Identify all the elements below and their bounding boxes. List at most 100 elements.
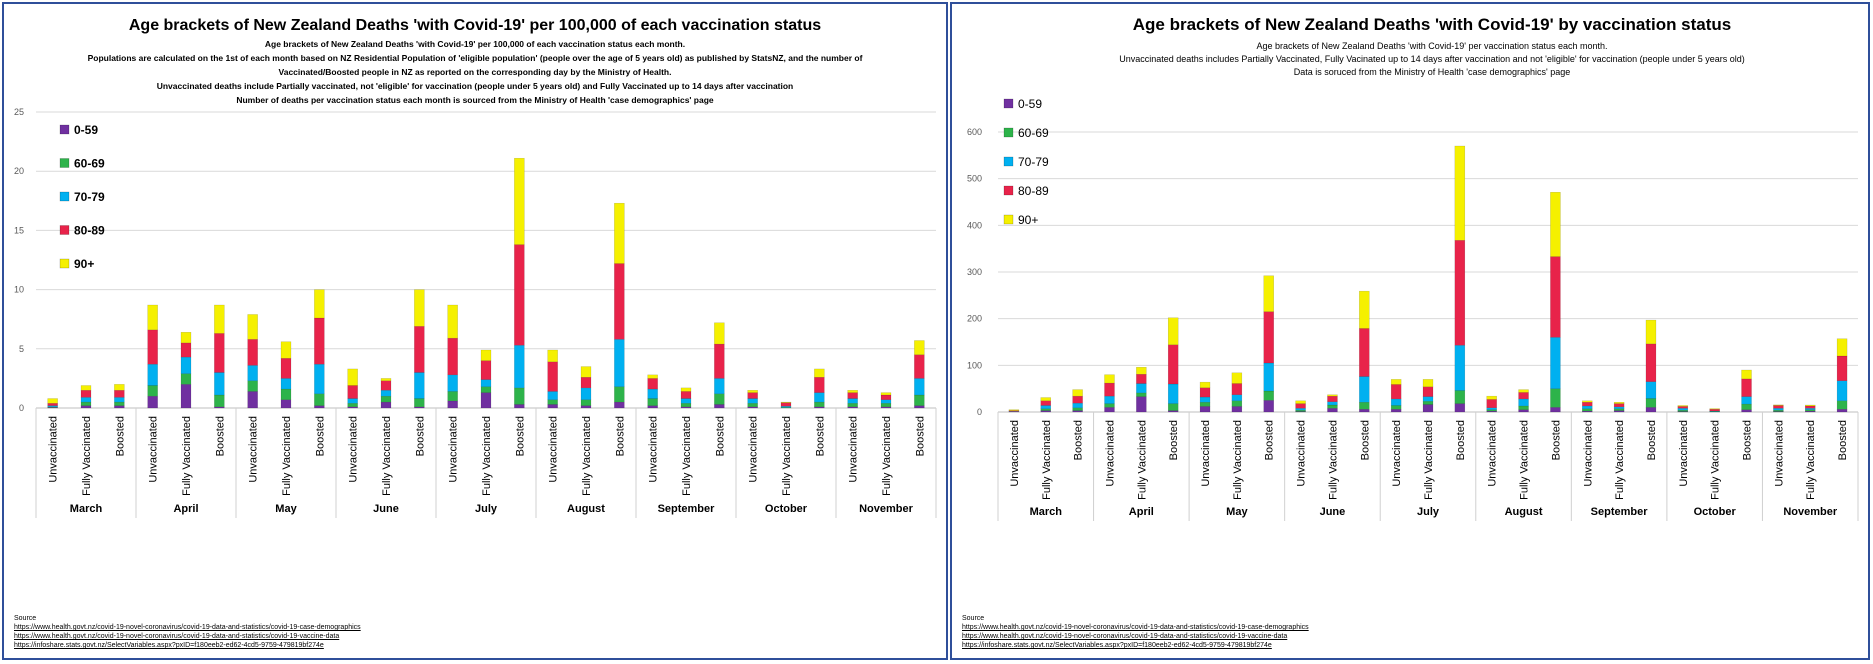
x-category-label: Unvaccinated — [1296, 420, 1308, 487]
bar-segment — [1454, 145, 1466, 241]
bar-segment — [1359, 376, 1370, 403]
bar-segment — [1231, 394, 1243, 402]
bar-segment — [780, 402, 792, 407]
bar-segment — [1167, 403, 1179, 411]
x-category-label: Fully Vaccinated — [1232, 420, 1244, 500]
bar-segment — [814, 401, 825, 408]
bar-segment — [1136, 396, 1147, 413]
bar-segment — [447, 337, 458, 376]
bar-segment — [1199, 387, 1211, 398]
bar-segment — [914, 405, 925, 409]
bar-segment — [1231, 372, 1243, 384]
bar-segment — [1072, 395, 1083, 404]
bar-segment — [80, 397, 92, 403]
x-category-label: Boosted — [1742, 420, 1754, 460]
bar-segment — [747, 398, 758, 404]
bar-segment — [147, 329, 158, 365]
bar-segment — [247, 339, 258, 366]
bar-segment — [180, 373, 192, 385]
source-link[interactable]: https://www.health.govt.nz/covid-19-nove… — [962, 633, 1288, 640]
bar-segment — [1231, 406, 1243, 413]
bar-segment — [1167, 383, 1179, 404]
y-tick-label: 200 — [967, 314, 982, 324]
right-chart-panel: Age brackets of New Zealand Deaths 'with… — [950, 2, 1870, 660]
bar-segment — [214, 304, 225, 334]
bar-segment — [1422, 404, 1434, 413]
x-category-label: Boosted — [1646, 420, 1658, 460]
bar-segment — [1773, 409, 1784, 412]
bar-segment — [580, 366, 592, 378]
chart-subtitle: Unvaccinated deaths include Partially va… — [157, 81, 794, 91]
bar-segment — [1040, 408, 1051, 411]
source-link[interactable]: https://www.health.govt.nz/covid-19-nove… — [14, 624, 361, 631]
x-category-label: Fully Vaccinated — [681, 416, 693, 496]
x-category-label: Unvaccinated — [748, 416, 760, 483]
x-category-label: Boosted — [214, 416, 226, 456]
x-category-label: Boosted — [1073, 420, 1085, 460]
bar-segment — [1773, 405, 1784, 409]
bar-segment — [1645, 319, 1657, 345]
bar-segment — [1518, 409, 1529, 413]
bar-segment — [1613, 402, 1625, 404]
y-tick-label: 300 — [967, 267, 982, 277]
bar-segment — [114, 390, 125, 398]
source-link[interactable]: https://www.health.govt.nz/covid-19-nove… — [14, 633, 340, 640]
bar-segment — [1327, 408, 1338, 413]
bar-segment — [1836, 355, 1848, 381]
bar-segment — [814, 377, 825, 393]
bar-segment — [1422, 379, 1434, 388]
x-category-label: Unvaccinated — [448, 416, 460, 483]
x-category-label: Fully Vaccinated — [1423, 420, 1435, 500]
bar-segment — [1327, 394, 1338, 397]
bar-segment — [514, 244, 525, 346]
bar-segment — [1295, 408, 1306, 411]
bar-segment — [314, 393, 325, 406]
x-category-label: Fully Vaccinated — [181, 416, 193, 496]
bar-segment — [414, 372, 425, 399]
x-category-label: Fully Vaccinated — [1710, 420, 1722, 500]
bar-segment — [114, 397, 125, 403]
bar-segment — [880, 403, 892, 408]
bar-segment — [914, 378, 925, 396]
bar-segment — [680, 403, 692, 408]
bar-segment — [847, 392, 858, 399]
bar-segment — [1390, 379, 1402, 385]
bar-segment — [347, 398, 358, 404]
y-tick-label: 100 — [967, 360, 982, 370]
bar-segment — [114, 384, 125, 391]
bar-segment — [847, 398, 858, 404]
bar-segment — [1550, 256, 1561, 338]
bar-segment — [747, 403, 758, 408]
bar-segment — [80, 385, 92, 391]
bar-segment — [180, 384, 192, 409]
bar-segment — [1454, 390, 1466, 404]
source-link[interactable]: https://infoshare.stats.govt.nz/SelectVa… — [14, 642, 324, 649]
bar-segment — [314, 405, 325, 409]
bar-segment — [1741, 369, 1752, 380]
bar-segment — [580, 405, 592, 409]
bar-segment — [380, 390, 392, 397]
x-month-label: August — [1505, 506, 1543, 518]
x-category-label: Boosted — [614, 416, 626, 456]
source-link[interactable]: https://infoshare.stats.govt.nz/SelectVa… — [962, 642, 1272, 649]
bar-segment — [1709, 409, 1720, 412]
bar-segment — [414, 398, 425, 408]
bar-segment — [647, 374, 658, 379]
bar-segment — [1550, 407, 1561, 413]
chart-subtitle: Unvaccinated deaths includes Partially V… — [1119, 54, 1744, 64]
bar-segment — [1613, 406, 1625, 409]
bar-segment — [1677, 408, 1689, 411]
source-link[interactable]: https://www.health.govt.nz/covid-19-nove… — [962, 624, 1309, 631]
bar-segment — [1040, 405, 1051, 409]
bar-segment — [147, 395, 158, 409]
bar-segment — [1582, 402, 1593, 407]
bar-segment — [1741, 403, 1752, 410]
bar-segment — [1645, 398, 1657, 408]
bar-segment — [714, 378, 725, 394]
bar-segment — [547, 349, 558, 363]
bar-segment — [1613, 403, 1625, 408]
y-tick-label: 400 — [967, 220, 982, 230]
bar-segment — [247, 365, 258, 381]
bar-segment — [314, 363, 325, 394]
bar-segment — [280, 358, 292, 379]
